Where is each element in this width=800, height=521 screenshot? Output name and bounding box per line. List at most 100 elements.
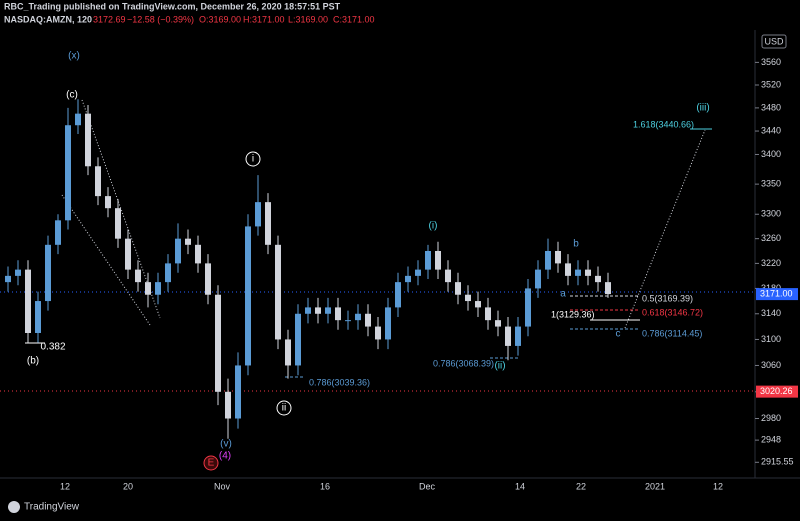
candle-body (435, 250, 441, 270)
candle-body (415, 269, 421, 276)
candle-body (555, 250, 561, 264)
x-tick-label: Dec (419, 481, 436, 491)
annotation: (iii) (696, 103, 709, 114)
annotation: i (252, 154, 254, 165)
x-tick-label: 12 (60, 481, 70, 491)
close: C:3171.00 (333, 14, 375, 24)
annotation: ii (282, 403, 286, 414)
annotation: b (573, 239, 579, 250)
annotation: (ii) (494, 361, 505, 372)
y-tick-label: 3140 (761, 308, 781, 318)
candle-body (265, 202, 271, 245)
y-tick-label: 3300 (761, 209, 781, 219)
annotation: (v) (220, 439, 232, 450)
candle-body (495, 320, 501, 327)
annotation: 1.618(3440.66) (633, 119, 694, 129)
candle-body (535, 269, 541, 289)
candle-body (125, 238, 131, 270)
candle-body (65, 125, 71, 221)
candle-body (285, 339, 291, 366)
candle-body (515, 326, 521, 346)
open: O:3169.00 (199, 14, 241, 24)
candle-body (465, 294, 471, 302)
projection-line (624, 129, 706, 329)
candle-body (45, 244, 51, 302)
candle-body (35, 301, 41, 333)
candle-body (425, 250, 431, 270)
wave-circle (276, 400, 292, 416)
candle-body (545, 250, 551, 270)
candle-body (205, 263, 211, 295)
candle-body (275, 244, 281, 340)
annotation: c (616, 329, 621, 340)
candle-body (315, 307, 321, 314)
annotation: 0.786(3114.45) (642, 328, 702, 338)
price-label: 3171.00 (760, 288, 793, 298)
y-tick-label: 3560 (761, 57, 781, 67)
symbol: NASDAQ:AMZN, 120 (4, 14, 92, 24)
annotation: (x) (68, 51, 80, 62)
y-tick-label: 2948 (761, 435, 781, 445)
y-tick-label: 3220 (761, 258, 781, 268)
x-tick-label: 16 (320, 481, 330, 491)
y-tick-label: 3440 (761, 125, 781, 135)
wedge-line (61, 194, 151, 326)
candle-body (365, 313, 371, 327)
y-tick-label: 3480 (761, 102, 781, 112)
candle-body (15, 269, 21, 276)
candle-body (345, 320, 351, 322)
candle-body (525, 288, 531, 327)
x-tick-label: 12 (713, 481, 723, 491)
candle-body (325, 307, 331, 314)
candle-body (335, 307, 341, 321)
candle-body (195, 244, 201, 264)
candle-body (245, 226, 251, 366)
y-tick-label: 3520 (761, 79, 781, 89)
candle-body (405, 275, 411, 283)
candle-body (295, 313, 301, 366)
annotation: (c) (66, 90, 78, 101)
candle-body (25, 269, 31, 333)
currency-box[interactable] (761, 34, 787, 49)
logo (8, 501, 20, 513)
candle-body (385, 307, 391, 340)
last-price: 3172.69 (93, 14, 126, 24)
currency: USD (764, 36, 784, 46)
header-title: RBC_Trading published on TradingView.com… (4, 1, 341, 11)
y-tick-label: 2915.55 (761, 457, 794, 467)
candle-body (595, 275, 601, 283)
candle-body (395, 282, 401, 308)
annotation: 0.5(3169.39) (642, 293, 693, 303)
candle-body (575, 269, 581, 276)
candle-body (375, 326, 381, 340)
wedge-line (81, 99, 161, 319)
low: L:3169.00 (288, 14, 328, 24)
candle-body (485, 307, 491, 321)
y-tick-label: 3400 (761, 149, 781, 159)
high: H:3171.00 (243, 14, 285, 24)
candle-body (175, 238, 181, 264)
x-tick-label: Nov (214, 481, 231, 491)
candle-body (585, 269, 591, 276)
candle-body (85, 113, 91, 167)
candle-body (75, 113, 81, 126)
candle-body (255, 202, 261, 227)
annotation: (i) (429, 221, 438, 232)
candle-body (115, 208, 121, 239)
annotation: 0.786(3068.39) (433, 358, 494, 368)
candle-body (565, 263, 571, 276)
y-tick-label: 3260 (761, 233, 781, 243)
y-tick-label: 3060 (761, 360, 781, 370)
annotation: E (208, 458, 215, 469)
wave-circle (245, 151, 261, 167)
y-tick-label: 2980 (761, 413, 781, 423)
candle-body (165, 263, 171, 283)
x-tick-label: 20 (123, 481, 133, 491)
change: −12.58 (−0.39%) (127, 14, 194, 24)
candle-body (215, 294, 221, 392)
y-tick-label: 3180 (761, 283, 781, 293)
annotation: (b) (27, 356, 39, 367)
annotation: 0.618(3146.72) (642, 307, 703, 317)
